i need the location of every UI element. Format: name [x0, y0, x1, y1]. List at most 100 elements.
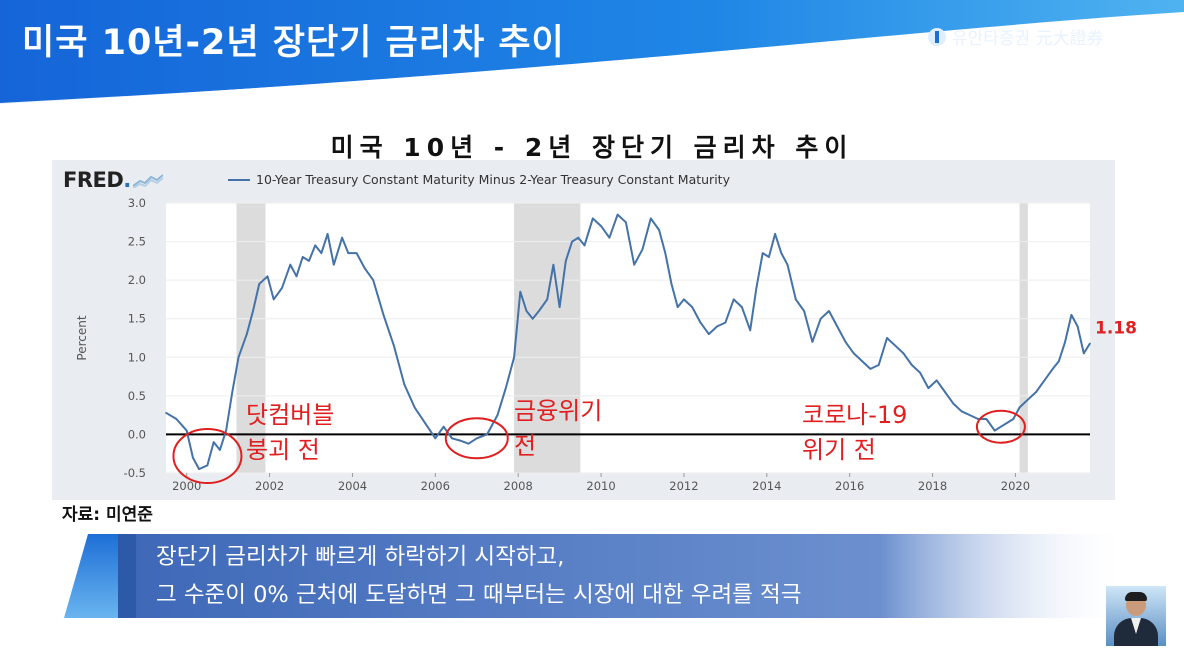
- data-point: [175, 418, 178, 420]
- data-point: [320, 252, 323, 254]
- data-point: [308, 260, 310, 262]
- data-point: [1082, 352, 1085, 355]
- gfc-circle: [444, 417, 509, 460]
- data-point: [1064, 341, 1066, 343]
- summary-banner: [64, 534, 1130, 618]
- data-point: [658, 229, 660, 231]
- y-tick-label: 0.0: [128, 427, 146, 441]
- data-point: [165, 412, 167, 414]
- data-point: [258, 283, 261, 285]
- data-point: [811, 341, 814, 343]
- dotcom-note-line: 닷컴버블: [246, 401, 334, 429]
- data-point: [993, 429, 996, 432]
- data-point: [212, 441, 215, 443]
- gfc-note-line: 전: [514, 432, 536, 460]
- chart-title: 미국 10년 - 2년 장단기 금리차 추이: [330, 133, 854, 162]
- data-point: [927, 387, 930, 389]
- y-tick-label: 3.0: [128, 196, 146, 210]
- covid-note-line: 위기 전: [802, 436, 876, 464]
- y-tick-label: -0.5: [124, 466, 146, 480]
- x-tick-label: 2014: [752, 479, 781, 493]
- data-point: [707, 333, 710, 335]
- data-point: [844, 341, 847, 343]
- data-point: [382, 314, 385, 316]
- data-point: [869, 368, 872, 370]
- data-point: [761, 252, 764, 254]
- data-point: [608, 236, 611, 239]
- data-point: [301, 256, 304, 258]
- data-point: [803, 310, 805, 312]
- data-point: [819, 317, 822, 320]
- fred-brand: FRED: [63, 168, 124, 192]
- company-logo-icon: [928, 27, 946, 46]
- data-point: [219, 449, 221, 451]
- data-point: [583, 244, 586, 247]
- data-point: [625, 221, 627, 224]
- data-point: [1076, 325, 1079, 328]
- summary-line-1: 장단기 금리차가 빠르게 하락하기 시작하고,: [156, 544, 565, 570]
- dotcom-note-line: 붕괴 전: [246, 436, 320, 464]
- data-point: [393, 344, 395, 347]
- data-point: [372, 279, 374, 281]
- data-point: [911, 364, 913, 366]
- data-point: [231, 391, 234, 393]
- data-point: [1027, 398, 1029, 401]
- data-point: [281, 287, 283, 289]
- data-point: [774, 233, 776, 235]
- y-tick-label: 1.5: [128, 312, 146, 326]
- plot-area: [166, 203, 1090, 473]
- y-tick-label: 2.0: [128, 273, 146, 287]
- x-tick-label: 2020: [1001, 479, 1030, 493]
- data-point: [237, 356, 240, 359]
- fred-chart-icon: [132, 174, 164, 189]
- data-point: [861, 360, 863, 362]
- data-point: [538, 310, 540, 312]
- x-tick-label: 2006: [421, 479, 450, 493]
- data-point: [519, 290, 522, 293]
- slide-title: 미국 10년-2년 장단기 금리차 추이: [22, 23, 565, 63]
- data-point: [333, 263, 335, 266]
- fred-logo: FRED.: [63, 168, 164, 192]
- y-axis-label: Percent: [75, 315, 89, 360]
- data-point: [272, 298, 275, 301]
- data-point: [225, 429, 227, 432]
- data-point: [944, 391, 946, 393]
- y-tick-label: 1.0: [128, 350, 146, 364]
- data-point: [577, 236, 580, 239]
- data-point: [326, 233, 329, 235]
- data-point: [403, 383, 406, 386]
- slide-header: 미국 10년-2년 장단기 금리차 추이 유안타증권 元大證券: [0, 0, 1184, 110]
- data-point: [206, 464, 209, 467]
- data-point: [670, 283, 673, 285]
- data-point: [364, 267, 366, 270]
- data-point: [475, 437, 478, 440]
- covid-note-line: 코로나-19: [802, 401, 907, 429]
- x-tick-label: 2018: [918, 479, 947, 493]
- recession-band: [236, 203, 266, 473]
- data-point: [1018, 406, 1021, 409]
- data-point: [198, 468, 200, 470]
- data-point: [558, 306, 561, 308]
- x-tick-label: 2002: [255, 479, 284, 493]
- data-point: [467, 442, 470, 445]
- end-value-label: 1.18: [1095, 318, 1137, 338]
- summary-line-2: 그 수준이 0% 근처에 도달하면 그 때부터는 시장에 대한 우려를 적극: [156, 582, 802, 608]
- data-point: [565, 260, 567, 262]
- data-point: [741, 306, 743, 308]
- data-point: [1035, 391, 1037, 393]
- data-point: [451, 437, 453, 440]
- data-point: [525, 310, 528, 312]
- data-point: [749, 329, 752, 332]
- data-point: [649, 217, 652, 220]
- y-tick-label: 0.5: [128, 389, 146, 403]
- x-tick-label: 2008: [504, 479, 533, 493]
- data-point: [836, 325, 839, 328]
- data-point: [347, 252, 350, 254]
- data-point: [185, 429, 188, 432]
- data-point: [245, 333, 248, 335]
- data-point: [341, 236, 343, 239]
- x-tick-label: 2010: [586, 479, 615, 493]
- x-tick-label: 2016: [835, 479, 864, 493]
- data-point: [641, 248, 644, 251]
